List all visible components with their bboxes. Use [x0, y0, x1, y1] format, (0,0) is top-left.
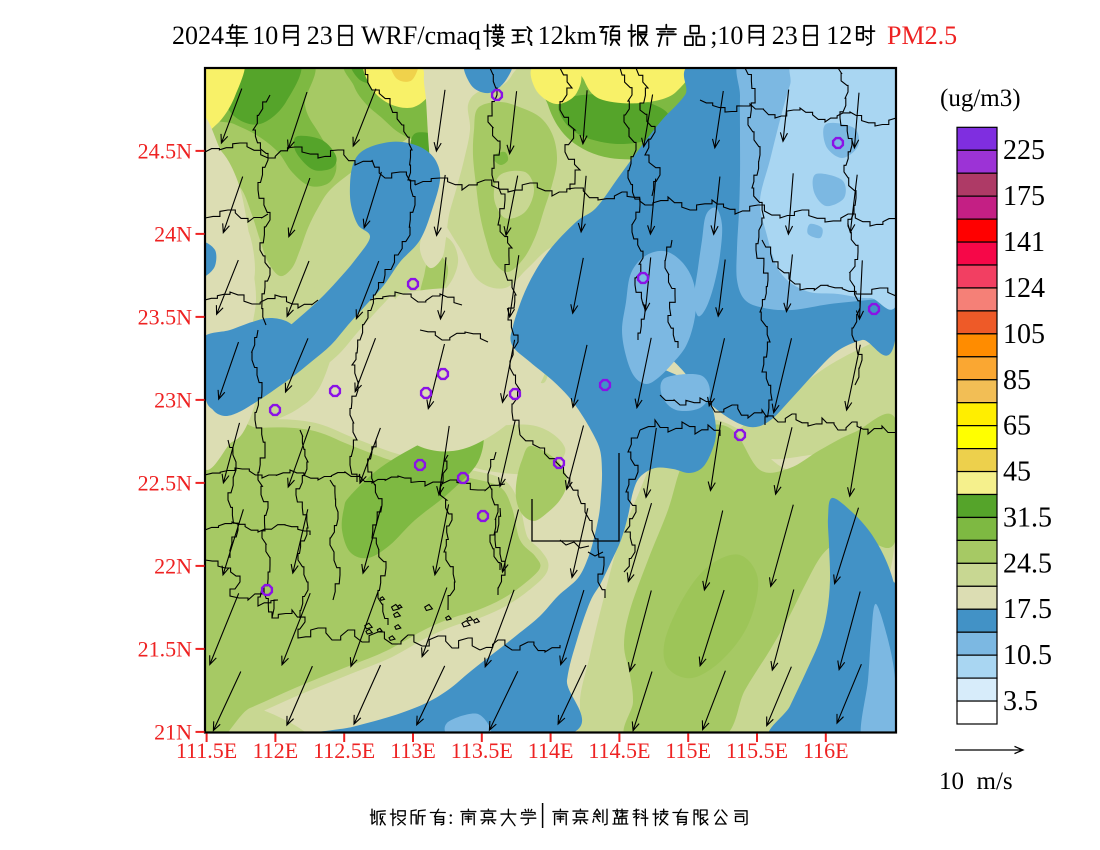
svg-text:24.5N: 24.5N [138, 138, 193, 163]
svg-text:115.5E: 115.5E [726, 738, 788, 763]
svg-text:115E: 115E [665, 738, 711, 763]
svg-text:24N: 24N [154, 221, 192, 246]
svg-text:;10: ;10 [710, 21, 743, 50]
svg-text:(ug/m3): (ug/m3) [940, 85, 1021, 112]
svg-text:31.5: 31.5 [1003, 502, 1052, 533]
svg-text:175: 175 [1003, 181, 1045, 212]
svg-text:3.5: 3.5 [1003, 686, 1038, 717]
svg-text:23.5N: 23.5N [138, 304, 193, 329]
svg-text:21.5N: 21.5N [138, 636, 193, 661]
svg-text:105: 105 [1003, 319, 1045, 350]
svg-text:85: 85 [1003, 365, 1031, 396]
svg-text:PM2.5: PM2.5 [887, 21, 957, 50]
svg-text:23N: 23N [154, 387, 192, 412]
svg-text:2024: 2024 [172, 21, 224, 50]
svg-text:114.5E: 114.5E [588, 738, 650, 763]
svg-text:65: 65 [1003, 411, 1031, 442]
svg-text:24.5: 24.5 [1003, 548, 1052, 579]
svg-text::: : [448, 807, 454, 829]
svg-text:225: 225 [1003, 135, 1045, 166]
svg-text:22.5N: 22.5N [138, 470, 193, 495]
svg-text:12km: 12km [538, 21, 597, 50]
svg-text:111.5E: 111.5E [176, 738, 237, 763]
svg-text:21N: 21N [154, 719, 192, 744]
svg-text:141: 141 [1003, 227, 1045, 258]
svg-text:116E: 116E [803, 738, 849, 763]
svg-text:113.5E: 113.5E [451, 738, 513, 763]
svg-text:114E: 114E [528, 738, 574, 763]
svg-text:23: 23 [772, 21, 798, 50]
svg-text:45: 45 [1003, 457, 1031, 488]
svg-text:22N: 22N [154, 553, 192, 578]
svg-text:12: 12 [826, 21, 852, 50]
svg-text:WRF/cmaq: WRF/cmaq [361, 21, 481, 50]
svg-text:124: 124 [1003, 273, 1045, 304]
svg-text:112E: 112E [253, 738, 299, 763]
svg-text:112.5E: 112.5E [313, 738, 375, 763]
svg-text:10.5: 10.5 [1003, 640, 1052, 671]
svg-text:17.5: 17.5 [1003, 594, 1052, 625]
svg-text:113E: 113E [390, 738, 436, 763]
svg-text:10: 10 [252, 21, 278, 50]
svg-text:10 m/s: 10 m/s [939, 768, 1013, 795]
svg-text:23: 23 [307, 21, 333, 50]
